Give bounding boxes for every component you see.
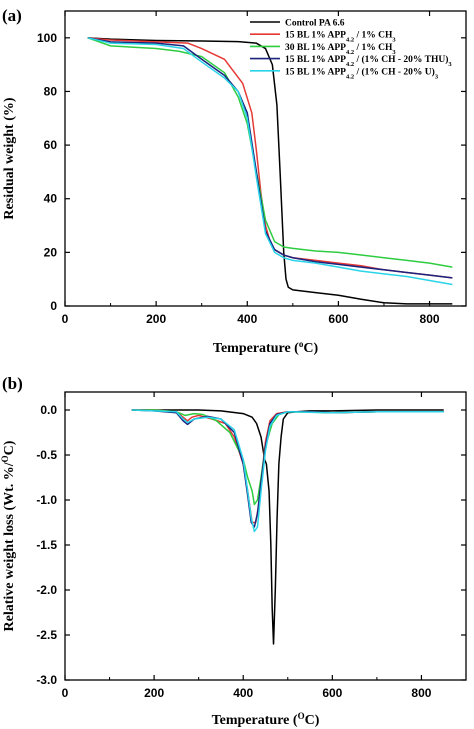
series-line-2	[131, 409, 444, 524]
chart-panel-a: 0 200 400 600 800 0 20 40 60 80 100 (a) Temperature …	[2, 6, 467, 356]
y-tick-label: 80	[44, 84, 58, 98]
panel-letter: (b)	[2, 374, 23, 393]
series-line-1	[131, 409, 444, 645]
y-axis-title: Residual weight (%)	[2, 97, 17, 219]
legend-entry: 30 BL 1% APP4.2 / 1% CH3	[285, 43, 396, 56]
y-tick-label: 0	[50, 299, 57, 313]
x-tick-label: 400	[233, 686, 253, 700]
series-group	[131, 409, 444, 645]
series-group	[87, 37, 453, 305]
x-axis-title: Temperature (OC)	[212, 711, 320, 728]
plot-frame	[64, 391, 467, 681]
y-tick-label: -1.0	[36, 493, 57, 507]
x-tick-label: 600	[328, 312, 348, 326]
y-tick-label: -2.0	[36, 583, 57, 597]
x-tick-label: 200	[144, 686, 164, 700]
x-tick-label: 0	[62, 686, 69, 700]
chart-panel-b: 0 200 400 600 800 0.0 -0.5 -1.0 -1.5 -2.0 -2.5 -3.0…	[0, 374, 467, 728]
series-line-5	[131, 409, 444, 533]
x-tick-label: 400	[237, 312, 257, 326]
y-tick-label: -1.5	[36, 538, 57, 552]
series-line-5	[87, 37, 453, 286]
y-tick-label: -2.5	[36, 628, 57, 642]
y-tick-label: 20	[44, 245, 58, 259]
x-tick-label: 800	[420, 312, 440, 326]
legend-entry: Control PA 6.6	[285, 19, 345, 29]
y-tick-label: 100	[37, 31, 57, 45]
series-line-4	[131, 409, 444, 528]
series-line-3	[131, 409, 444, 506]
plot-frame	[64, 10, 467, 307]
x-tick-label: 0	[62, 312, 69, 326]
y-tick-label: -3.0	[36, 673, 57, 687]
x-tick-label: 800	[411, 686, 431, 700]
y-tick-label: -0.5	[36, 448, 57, 462]
y-tick-label: 0.0	[40, 403, 57, 417]
legend: Control PA 6.6 15 BL 1% APP4.2 / 1% CH330…	[250, 19, 452, 80]
panel-letter: (a)	[2, 6, 22, 25]
x-axis-title: Temperature (oC)	[213, 339, 319, 356]
legend-entry: 15 BL 1% APP4.2 / (1% CH - 20% U)3	[285, 66, 439, 80]
y-tick-label: 40	[44, 192, 58, 206]
legend-entry: 15 BL 1% APP4.2 / (1% CH - 20% THU)3	[285, 54, 452, 68]
x-tick-label: 200	[146, 312, 166, 326]
series-line-1	[87, 37, 453, 305]
series-line-3	[87, 37, 453, 268]
y-tick-label: 60	[44, 138, 58, 152]
legend-entry: 15 BL 1% APP4.2 / 1% CH3	[285, 31, 396, 44]
x-tick-label: 600	[322, 686, 342, 700]
y-axis-title: Relative weight loss (Wt. %/OC)	[0, 440, 17, 631]
series-line-4	[87, 37, 453, 279]
